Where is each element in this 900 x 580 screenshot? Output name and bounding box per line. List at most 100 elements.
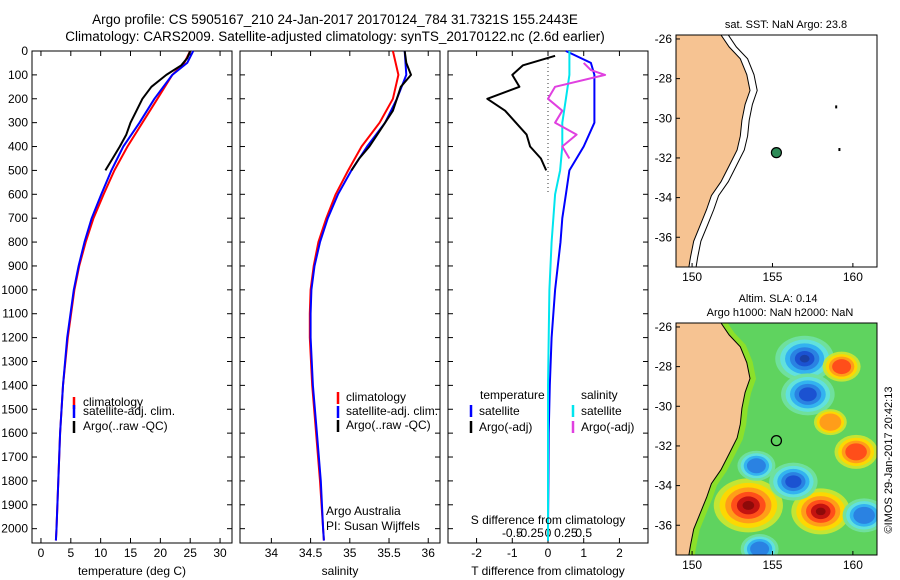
map-y-tick-label: -28 bbox=[655, 72, 673, 86]
sla-map-subtitle: Argo h1000: NaN h2000: NaN bbox=[707, 307, 854, 319]
title-line2: Climatology: CARS2009. Satellite-adjuste… bbox=[65, 29, 605, 44]
series-temperature-satellite bbox=[547, 50, 596, 541]
x-tick-label: 5 bbox=[67, 546, 74, 560]
map-y-tick-label: -32 bbox=[655, 151, 673, 165]
legend-label-climatology: climatology bbox=[83, 395, 143, 409]
sst-map-title: sat. SST: NaN Argo: 23.8 bbox=[725, 19, 847, 31]
y-tick-label: 1400 bbox=[1, 378, 28, 392]
sla-map-panel: Altim. SLA: 0.14 Argo h1000: NaN h2000: … bbox=[655, 293, 878, 572]
sla-anomaly bbox=[819, 413, 842, 431]
legend-label-temp-argo: Argo(-adj) bbox=[479, 420, 532, 434]
series-satellite-adj-clim- bbox=[54, 50, 195, 541]
series-argo-raw-qc- bbox=[104, 50, 192, 171]
coastal-band bbox=[687, 323, 757, 555]
map-y-tick-label: -26 bbox=[655, 320, 673, 334]
sla-anomaly bbox=[750, 541, 770, 555]
x-tick-label: 15 bbox=[124, 546, 138, 560]
x-tick-label: 34 bbox=[265, 546, 279, 560]
sla-anomaly bbox=[832, 359, 852, 375]
y-tick-label: 1000 bbox=[1, 283, 28, 297]
map-y-tick-label: -34 bbox=[655, 479, 673, 493]
y-tick-label: 700 bbox=[8, 211, 28, 225]
sla-anomaly bbox=[853, 506, 875, 524]
legend-label-satellite: satellite-adj. clim. bbox=[83, 404, 175, 418]
series-climatology bbox=[54, 50, 192, 541]
y-tick-label: 1700 bbox=[1, 450, 28, 464]
map-y-tick-label: -36 bbox=[655, 518, 673, 532]
map-x-tick-label: 155 bbox=[762, 558, 782, 572]
x-tick-label: 0 bbox=[545, 546, 552, 560]
legend-label-argo: Argo(..raw -QC) bbox=[346, 418, 431, 432]
sla-anomaly bbox=[785, 475, 802, 488]
map-y-tick-label: -32 bbox=[655, 439, 673, 453]
map-y-tick-label: -30 bbox=[655, 399, 673, 413]
legend-label-climatology: climatology bbox=[346, 390, 406, 404]
series-argo-raw-qc- bbox=[350, 50, 412, 171]
legend-label-sal-argo: Argo(-adj) bbox=[581, 420, 634, 434]
series-salinity-argo-adj- bbox=[547, 62, 607, 160]
salinity-legend: climatology satellite-adj. clim. Argo(..… bbox=[336, 390, 438, 432]
series-salinity-satellite bbox=[547, 51, 571, 541]
argo-australia-text: Argo Australia bbox=[326, 504, 401, 518]
title-line1: Argo profile: CS 5905167_210 24-Jan-2017… bbox=[92, 12, 578, 27]
x-tick-label: 25 bbox=[184, 546, 198, 560]
x-tick-label: -1 bbox=[507, 546, 518, 560]
argo-location-marker bbox=[770, 147, 783, 159]
land-mass bbox=[676, 35, 751, 267]
s-difference-label: S difference from climatology bbox=[471, 513, 626, 527]
x-tick-label: 36 bbox=[422, 546, 436, 560]
y-tick-label: 2000 bbox=[1, 522, 28, 536]
sla-map-title: Altim. SLA: 0.14 bbox=[739, 293, 818, 305]
y-tick-label: 400 bbox=[8, 140, 28, 154]
sla-anomaly bbox=[815, 507, 826, 516]
y-tick-label: 1900 bbox=[1, 498, 28, 512]
sst-map-panel: sat. SST: NaN Argo: 23.8 150 155 160 -26 -28… bbox=[655, 19, 878, 284]
x-tick-label: 35 bbox=[343, 546, 357, 560]
difference-legend: temperature salinity satellite Argo(-adj… bbox=[469, 388, 634, 434]
y-tick-label: 0 bbox=[21, 44, 28, 58]
legend-title-temperature: temperature bbox=[480, 388, 545, 402]
temperature-panel: 0 5 10 15 20 25 300100200300400500600700800900… bbox=[1, 44, 233, 578]
y-tick-label: 1500 bbox=[1, 402, 28, 416]
y-tick-label: 1200 bbox=[1, 331, 28, 345]
imos-credit: ©IMOS 29-Jan-2017 20:42:13 bbox=[883, 387, 895, 534]
map-x-tick-label: 160 bbox=[843, 270, 863, 284]
map-y-tick-label: -34 bbox=[655, 191, 673, 205]
map-x-tick-label: 155 bbox=[762, 270, 782, 284]
salinity-panel: 34 34.5 35 35.5 36 climatology satellite-adj… bbox=[239, 50, 441, 578]
pi-text: PI: Susan Wijffels bbox=[326, 519, 420, 533]
x-tick-label: 20 bbox=[154, 546, 168, 560]
sla-anomaly bbox=[799, 354, 810, 363]
map-y-tick-label: -36 bbox=[655, 230, 673, 244]
salinity-axes-frame bbox=[239, 50, 441, 544]
x-tick-label: 0 bbox=[38, 546, 45, 560]
sla-anomaly bbox=[845, 443, 867, 461]
map-y-tick-label: -26 bbox=[655, 32, 673, 46]
s-tick-label: -0.25 bbox=[516, 526, 544, 540]
y-tick-label: 1800 bbox=[1, 474, 28, 488]
s-tick-label: -0.5 bbox=[502, 526, 523, 540]
series-satellite-adj-clim- bbox=[309, 50, 408, 541]
temperature-xlabel: temperature (deg C) bbox=[78, 564, 186, 578]
x-tick-label: 1 bbox=[580, 546, 587, 560]
difference-panel: -2 -1 0 1 2-0.5-0.25 0 0.250.5 temperature sal… bbox=[447, 50, 649, 578]
sla-anomaly bbox=[798, 387, 817, 402]
legend-label-temp-satellite: satellite bbox=[479, 404, 520, 418]
map-x-tick-label: 160 bbox=[843, 558, 863, 572]
x-tick-label: 10 bbox=[94, 546, 108, 560]
y-tick-label: 900 bbox=[8, 259, 28, 273]
y-tick-label: 100 bbox=[8, 68, 28, 82]
s-tick-label: 0.5 bbox=[575, 526, 592, 540]
y-tick-label: 1600 bbox=[1, 426, 28, 440]
y-tick-label: 1100 bbox=[2, 307, 28, 321]
x-tick-label: 34.5 bbox=[299, 546, 323, 560]
x-tick-label: 2 bbox=[616, 546, 623, 560]
sst-map-frame bbox=[675, 34, 878, 268]
y-tick-label: 1300 bbox=[1, 354, 28, 368]
y-tick-label: 200 bbox=[8, 92, 28, 106]
map-y-tick-label: -28 bbox=[655, 360, 673, 374]
y-tick-label: 600 bbox=[8, 187, 28, 201]
salinity-xlabel: salinity bbox=[322, 564, 359, 578]
sla-map-frame bbox=[675, 322, 878, 556]
